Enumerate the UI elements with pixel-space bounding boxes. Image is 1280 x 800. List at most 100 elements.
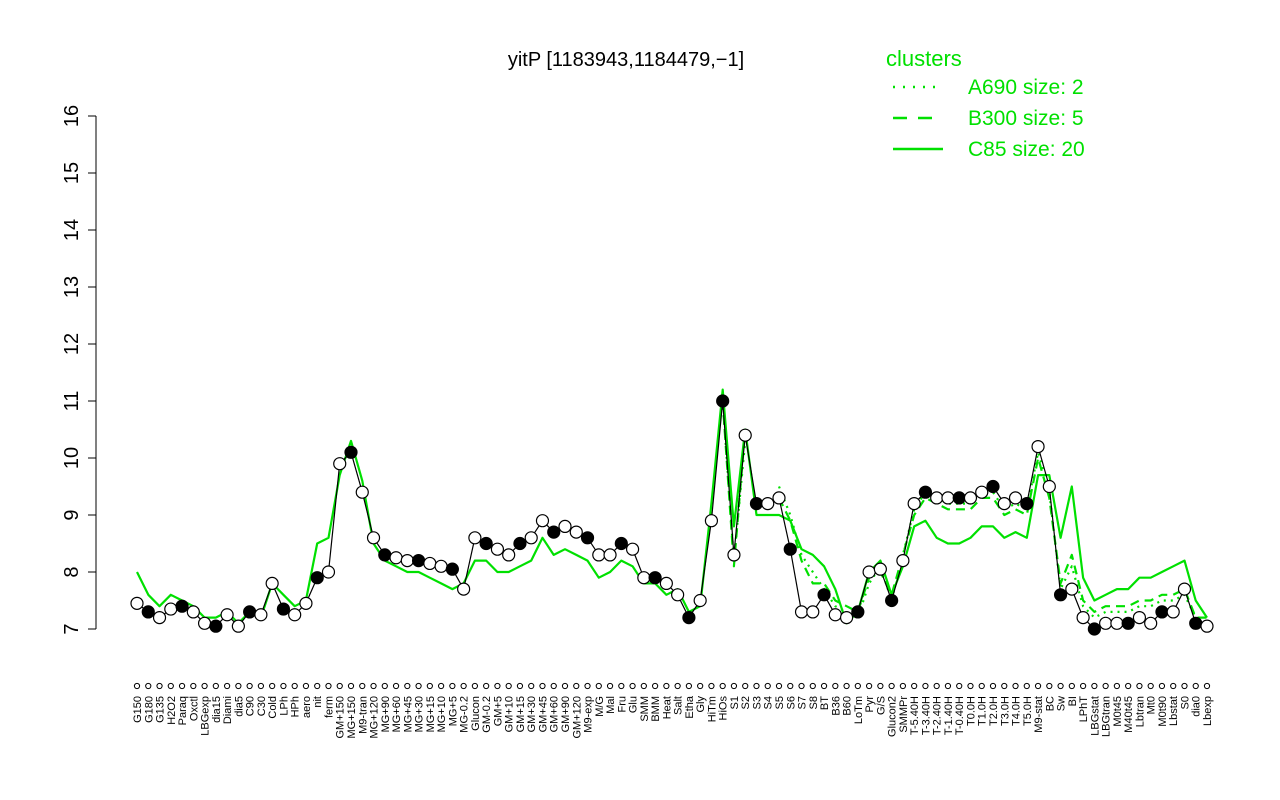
rug-mark [1158, 682, 1166, 690]
rug-mark [246, 682, 253, 690]
data-point [175, 599, 189, 613]
rug-mark [606, 682, 614, 690]
x-tick-label: T5.0H [1022, 696, 1034, 726]
x-tick-label: Sw [1056, 696, 1068, 711]
rug-mark [1170, 682, 1177, 690]
data-point [625, 542, 640, 556]
data-point [1053, 588, 1068, 602]
rug-mark [753, 682, 760, 690]
rug-mark [302, 682, 310, 690]
rug-mark [505, 682, 512, 690]
x-tick-label: C90 [245, 696, 257, 716]
rug-mark [573, 682, 580, 690]
data-point [1099, 616, 1113, 630]
rug-mark [1113, 682, 1120, 690]
rug-mark [911, 682, 918, 690]
data-point [682, 610, 696, 625]
y-tick-label: 15 [61, 162, 83, 184]
data-point [862, 565, 876, 579]
y-tick-label: 11 [61, 391, 83, 412]
data-point [761, 497, 775, 511]
x-tick-label: GM+150 [335, 696, 347, 739]
rug-mark [1102, 682, 1109, 690]
x-tick-label: H2O2 [166, 696, 178, 725]
data-point [930, 491, 944, 505]
data-point [502, 548, 516, 562]
rug-mark [1012, 682, 1019, 690]
data-point [186, 605, 200, 619]
rug-mark [1125, 682, 1132, 690]
data-point [671, 588, 685, 602]
data-point [941, 491, 955, 505]
x-tick-label: Fru [616, 696, 628, 713]
rug-mark [809, 682, 816, 690]
rug-mark [336, 682, 343, 690]
data-point [366, 531, 381, 545]
x-tick-label: HPh [290, 696, 302, 717]
data-point [457, 582, 471, 596]
x-tick-label: Glucon2 [887, 696, 899, 737]
data-point [603, 548, 617, 562]
rug-mark [595, 682, 602, 690]
x-tick-label: S4 [763, 696, 775, 709]
data-point [164, 602, 178, 616]
data-point [592, 548, 606, 562]
rug-mark [877, 682, 884, 690]
rug-mark [652, 682, 659, 690]
x-tick-label: LBGexp [200, 696, 212, 736]
y-axis: 7 8 9 10 11 12 13 14 15 16 [61, 105, 97, 635]
data-point [310, 571, 324, 585]
x-tick-label: BMM [650, 696, 662, 722]
rug-mark [1080, 682, 1087, 690]
x-tick-label: S7 [797, 696, 809, 709]
rug-mark [269, 682, 276, 690]
x-tick-label: MG+5 [447, 696, 459, 726]
x-tick-label: dia15 [211, 696, 223, 723]
data-point [299, 596, 313, 610]
rug-mark [291, 682, 298, 690]
rug-mark [944, 682, 952, 690]
rug-mark [561, 682, 569, 690]
data-point [839, 610, 854, 625]
legend-title: clusters [886, 46, 962, 71]
data-point [772, 491, 786, 505]
rug-mark [899, 682, 906, 690]
data-point [806, 605, 820, 619]
data-point [794, 605, 809, 619]
x-tick-label: Lbexp [1202, 696, 1214, 726]
x-tick-label: B60 [842, 696, 854, 716]
data-point [265, 576, 279, 591]
x-tick-label: S3 [751, 696, 763, 709]
rug-mark [370, 682, 377, 690]
data-point [637, 571, 651, 585]
data-point [986, 479, 1000, 494]
data-point [243, 605, 257, 619]
rug-mark [584, 682, 591, 690]
rug-mark [832, 682, 839, 690]
rug-mark [798, 682, 805, 690]
rug-mark [257, 682, 264, 690]
rug-mark [708, 682, 715, 690]
x-tick-label: MG+120 [369, 696, 381, 739]
data-point [1076, 610, 1090, 625]
rug-mark [1203, 682, 1211, 690]
rug-mark [685, 682, 692, 690]
x-tick-label: BT [819, 696, 831, 710]
x-tick-label: MG+30 [414, 696, 426, 732]
x-tick-label: MG+60 [391, 696, 403, 732]
rug-mark [449, 682, 456, 690]
x-tick-label: G150 [132, 696, 144, 723]
rug-mark [697, 682, 704, 690]
data-point [918, 485, 933, 499]
rug-mark [854, 682, 861, 690]
x-tick-label: MG+90 [380, 696, 392, 732]
x-tick-label: T1.0H [977, 696, 989, 726]
data-point [209, 619, 223, 633]
x-tick-label: GM+5 [492, 696, 504, 726]
rug-mark [167, 682, 174, 690]
x-tick-label: Glucon [470, 696, 482, 731]
data-point [1166, 605, 1180, 619]
data-point [535, 514, 550, 528]
x-tick-label: T-3.40H [920, 696, 932, 735]
x-tick-label: S8 [808, 696, 820, 709]
